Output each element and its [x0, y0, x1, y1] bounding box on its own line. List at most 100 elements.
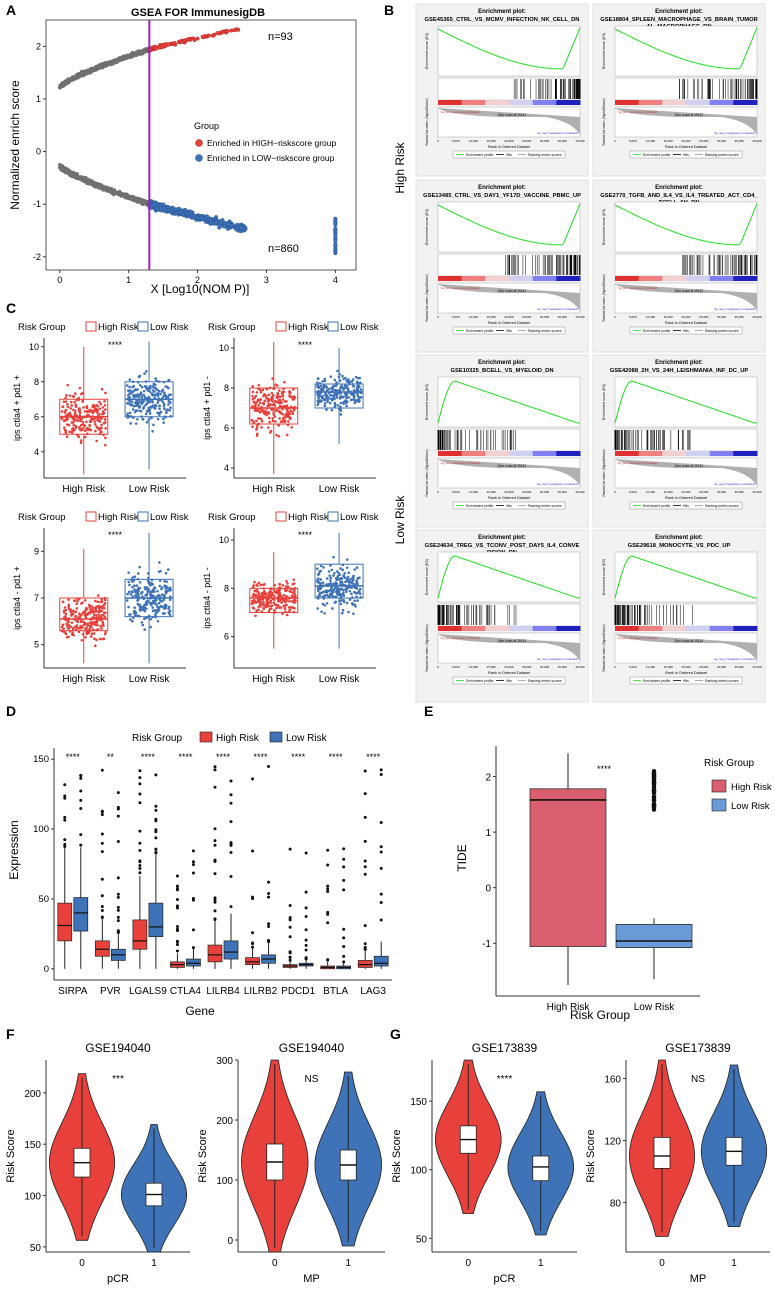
ranking-color-bar: [485, 100, 510, 105]
panel-c-point: [143, 395, 147, 399]
panel-c-point: [329, 375, 333, 378]
ranking-color-bar: [709, 451, 734, 456]
ranking-color-bar: [509, 451, 534, 456]
panel-c-point: [326, 589, 330, 593]
panel-d-outlier: [191, 871, 195, 875]
legend-profile: Enrichment profile: [466, 679, 493, 683]
panel-c-legend-high: High Risk: [98, 512, 139, 523]
panel-c-point: [259, 398, 263, 401]
panel-d-outlier: [191, 928, 195, 932]
panel-d-outlier: [138, 848, 142, 852]
ranking-color-bar: [461, 276, 486, 281]
panel-c-point: [67, 423, 71, 427]
panel-a-point: [86, 68, 90, 72]
panel-a-point: [88, 71, 92, 75]
panel-c-ytick-label: 4: [224, 463, 229, 473]
panel-label-d: D: [6, 703, 16, 719]
panel-c-point: [85, 613, 89, 616]
ranking-color-bar: [733, 626, 758, 631]
panel-d-outlier: [100, 841, 104, 845]
panel-c-point: [150, 416, 153, 420]
panel-c-point: [335, 396, 339, 399]
panel-c-legend-low: Low Risk: [150, 512, 189, 523]
panel-c-point: [90, 417, 93, 421]
panel-c-point: [260, 591, 264, 595]
panel-c-point: [156, 594, 160, 598]
panel-a-point: [103, 187, 107, 192]
panel-c-point: [146, 588, 149, 592]
panel-c-point: [255, 432, 259, 436]
panel-c-point: [288, 389, 291, 393]
panel-c-point: [333, 601, 337, 604]
panel-c-point: [92, 632, 96, 635]
panel-a-point-low: [333, 249, 338, 254]
ranking-color-bar: [485, 626, 510, 631]
panel-c-point: [74, 615, 77, 618]
panel-c-point: [127, 389, 131, 393]
panel-c-point: [133, 588, 136, 591]
panel-c-point: [318, 570, 321, 573]
panel-c-point: [82, 426, 85, 430]
panel-c-point: [316, 403, 320, 407]
rank-xtick-label: 25,000: [699, 490, 709, 494]
panel-c-point: [351, 575, 355, 579]
panel-c-point: [352, 384, 355, 388]
panel-d-xlabel: Gene: [185, 1004, 215, 1018]
enrichment-curve: [437, 555, 580, 599]
panel-d-outlier: [175, 906, 179, 910]
panel-c-point: [348, 598, 352, 601]
enrichment-legend-frame: [629, 676, 743, 685]
panel-c-point: [145, 410, 149, 413]
enrichment-legend-frame: [452, 501, 566, 510]
enrichment-plot-title: GSE10325_BCELL_VS_MYELOID_DN: [450, 368, 553, 374]
panel-d-outlier: [138, 871, 142, 875]
panel-c-point: [353, 401, 357, 405]
panel-c-point: [130, 403, 134, 407]
panel-a-point: [76, 76, 80, 80]
positive-label: 'na_pos' (positively correlated): [440, 461, 480, 465]
negative-label: 'na_neg' (negatively correlated): [713, 482, 755, 486]
panel-c-point: [87, 611, 91, 614]
panel-label-c: C: [6, 300, 16, 316]
zero-cross-label: Zero cross at 19133: [675, 289, 704, 293]
panel-d-outlier: [63, 818, 67, 822]
panel-d-outlier: [154, 828, 158, 832]
rank-xtick-label: 0: [437, 490, 439, 494]
rank-metric-area: [438, 634, 580, 661]
panel-c-legend-high: High Risk: [288, 322, 329, 333]
panel-c-point: [93, 420, 97, 423]
panel-c-legend-high: High Risk: [288, 512, 329, 523]
panel-c-point: [293, 598, 297, 602]
panel-d-significance: ****: [66, 752, 81, 762]
panel-c-point: [332, 384, 335, 388]
enrichment-ylabel: Enrichment score (ES): [425, 33, 429, 69]
enrichment-plot-title: GSE18804_SPLEEN_MACROPHAGE_VS_BRAIN_TUMO…: [600, 17, 758, 23]
negative-label: 'na_neg' (negatively correlated): [713, 307, 755, 311]
panel-c-point: [135, 402, 138, 405]
panel-a-point: [145, 200, 149, 204]
panel-d-ylabel: Expression: [7, 820, 21, 879]
panel-c-point: [323, 379, 327, 383]
panel-c-point: [254, 589, 258, 593]
ranking-color-bar: [532, 626, 557, 631]
panel-c-point: [354, 375, 358, 379]
enrichment-ylabel: Enrichment score (ES): [602, 33, 606, 69]
panel-c-point: [80, 423, 83, 427]
panel-c-point: [318, 400, 321, 404]
panel-c-point: [346, 575, 350, 579]
panel-d-box: [148, 902, 164, 938]
panel-c-point: [150, 602, 153, 605]
panel-c-point: [133, 395, 136, 399]
panel-c-point: [71, 627, 75, 630]
panel-c-point: [270, 593, 273, 597]
panel-c-point: [65, 394, 68, 397]
panel-a-point-low: [220, 218, 225, 223]
panel-c-point: [323, 398, 327, 401]
panel-c-point: [281, 398, 285, 401]
enrichment-curve: [614, 203, 758, 246]
legend-metric: Ranking metric scores: [705, 504, 739, 508]
panel-c-point: [315, 567, 319, 570]
panel-c-point: [322, 590, 325, 594]
panel-c-point: [319, 384, 323, 388]
panel-c-point: [349, 398, 353, 402]
